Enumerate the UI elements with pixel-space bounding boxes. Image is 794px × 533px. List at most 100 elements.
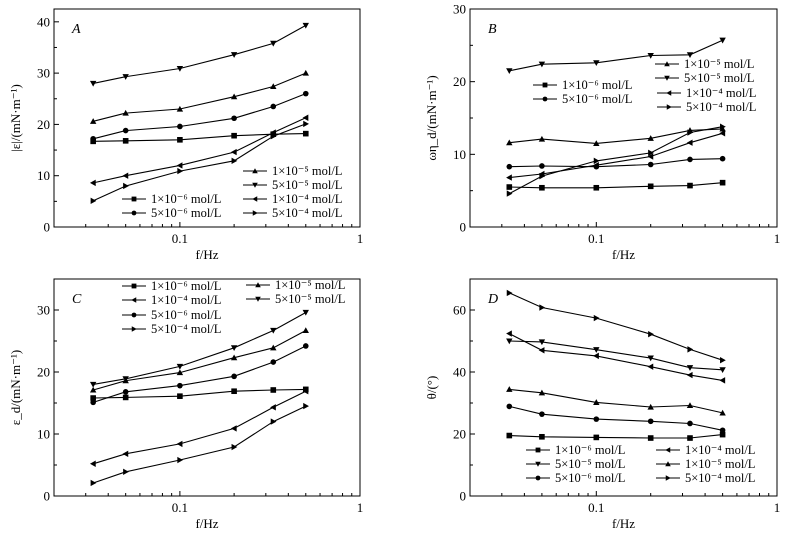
legend-marker-triangle-right (665, 475, 671, 481)
data-point-triangle-down (593, 60, 600, 66)
legend-marker-triangle-down (255, 296, 261, 302)
legend-label: 1×10⁻⁶ mol/L (151, 279, 221, 293)
data-point-square (302, 130, 309, 137)
data-point-triangle-down (686, 365, 694, 371)
series-line (93, 117, 307, 184)
legend-label: 1×10⁻⁴ mol/L (151, 293, 221, 307)
y-tick-label: 20 (37, 117, 50, 132)
x-tick-label: 0.1 (172, 500, 188, 515)
legend-marker-triangle-right (666, 104, 672, 110)
data-point-triangle-left (538, 347, 545, 354)
data-point-triangle-left (593, 352, 599, 360)
y-axis-title: ε_d/(mN·m⁻¹) (8, 350, 23, 425)
series-2 (506, 403, 726, 434)
x-tick-label: 1 (774, 500, 781, 515)
series-line (509, 128, 723, 144)
y-tick-label: 20 (453, 427, 466, 442)
data-point-triangle-up (506, 139, 513, 146)
data-point-triangle-right (123, 182, 129, 190)
plot-frame (53, 278, 361, 497)
series-line (93, 388, 306, 399)
data-point-triangle-right (177, 456, 184, 464)
legend-marker-circle (535, 475, 541, 481)
y-tick-label: 0 (44, 220, 51, 235)
series-3 (506, 125, 726, 146)
legend-label: 5×10⁻⁶ mol/L (562, 92, 632, 106)
y-tick-label: 10 (37, 168, 50, 183)
series-6 (90, 402, 309, 487)
legend-label: 1×10⁻⁴ mol/L (272, 192, 342, 206)
legend-entry: 5×10⁻⁴ mol/L (657, 100, 756, 114)
legend-entry: 5×10⁻⁴ mol/L (656, 471, 755, 485)
data-point-triangle-right (506, 289, 513, 297)
legend-marker-triangle-up (665, 461, 671, 467)
data-point-circle (90, 399, 96, 406)
data-point-circle (177, 123, 183, 130)
data-point-triangle-left (719, 130, 726, 137)
data-point-square (506, 184, 513, 190)
data-point-triangle-down (176, 363, 184, 370)
series-line (92, 123, 306, 202)
legend-entry: 1×10⁻⁵ mol/L (655, 57, 754, 71)
data-point-circle (687, 420, 693, 427)
series-line (509, 405, 723, 431)
legend-label: 1×10⁻⁶ mol/L (555, 443, 625, 457)
series-6 (506, 289, 726, 364)
data-point-circle (719, 427, 726, 434)
data-point-square (647, 183, 654, 190)
x-tick-label: 1 (357, 500, 364, 515)
series-line (509, 182, 723, 189)
y-tick-label: 30 (37, 66, 50, 81)
data-point-circle (302, 90, 309, 97)
series-5 (89, 114, 309, 187)
y-tick-label: 20 (453, 74, 466, 89)
data-point-square (231, 388, 237, 395)
data-point-triangle-right (270, 133, 277, 140)
data-point-triangle-down (230, 52, 238, 58)
data-point-square (231, 132, 237, 139)
panel-letter: B (488, 22, 497, 37)
data-point-square (687, 182, 693, 189)
y-tick-label: 20 (37, 365, 50, 380)
legend-marker-circle (131, 210, 137, 216)
data-point-triangle-up (647, 403, 654, 410)
legend-label: 5×10⁻⁶ mol/L (555, 471, 625, 485)
data-point-triangle-up (593, 399, 600, 405)
series-line (509, 158, 723, 168)
legend-marker-triangle-right (252, 210, 258, 216)
data-point-square (719, 179, 726, 186)
series-3 (506, 386, 726, 416)
series-line (93, 312, 307, 385)
data-point-circle (302, 343, 309, 349)
series-4 (506, 37, 726, 74)
data-point-triangle-left (270, 129, 276, 136)
data-point-triangle-right (720, 357, 726, 364)
series-line (93, 93, 307, 140)
data-point-triangle-down (270, 327, 277, 334)
legend-label: 5×10⁻⁴ mol/L (685, 471, 755, 485)
series-5 (89, 388, 309, 467)
legend-label: 1×10⁻⁶ mol/L (562, 78, 632, 92)
data-point-triangle-left (686, 139, 693, 146)
data-point-square (302, 386, 309, 393)
legend-marker-triangle-left (252, 196, 258, 202)
data-point-triangle-up (647, 135, 654, 141)
series-line (509, 388, 723, 414)
panel-letter: D (487, 292, 498, 307)
legend-entry: 5×10⁻⁶ mol/L (122, 308, 221, 322)
legend-entry: 1×10⁻⁴ mol/L (656, 443, 755, 457)
legend-marker-triangle-left (131, 297, 137, 303)
data-point-triangle-down (230, 345, 238, 352)
data-point-square (647, 435, 654, 441)
legend-entry: 5×10⁻⁶ mol/L (122, 206, 221, 220)
y-tick-label: 10 (37, 427, 50, 442)
plot-frame (469, 8, 778, 228)
x-tick-label: 1 (774, 231, 781, 246)
data-point-triangle-left (506, 330, 512, 337)
data-point-triangle-up (538, 135, 546, 142)
data-point-square (593, 184, 600, 191)
data-point-triangle-down (89, 381, 97, 388)
data-point-circle (122, 389, 129, 395)
data-point-triangle-left (686, 371, 693, 379)
